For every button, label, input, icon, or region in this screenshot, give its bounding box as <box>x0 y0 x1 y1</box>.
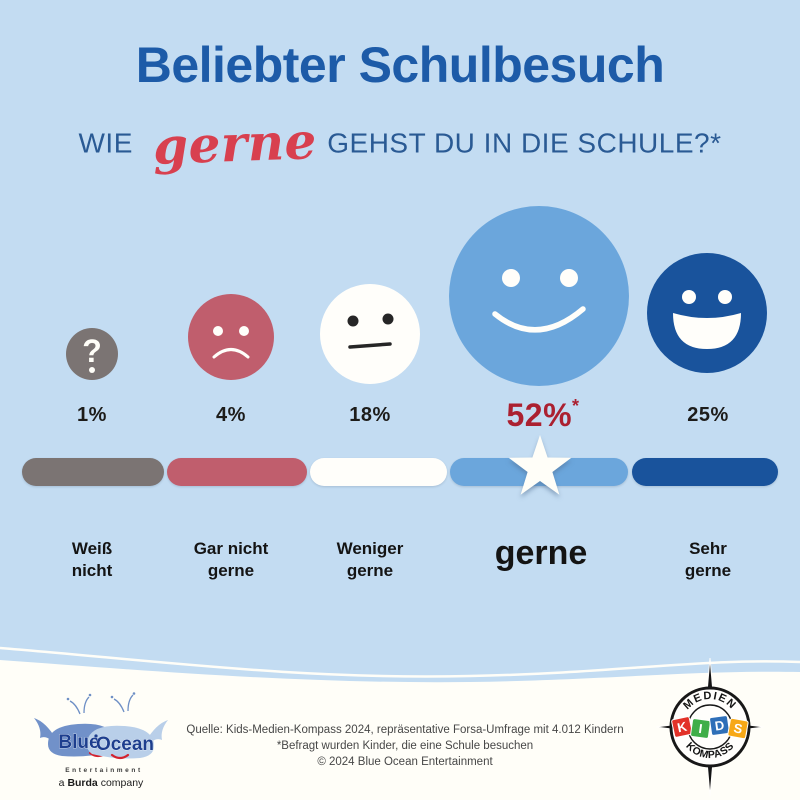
label-gerne-highlight: gerne <box>494 534 588 572</box>
bar-segment-gar-nicht-gerne <box>167 458 307 486</box>
kids-medien-kompass-logo: MEDIEN KOMPASS K I D <box>640 654 780 800</box>
whale-spout-right-icon <box>110 692 136 713</box>
kids-tile-k <box>671 716 693 738</box>
bar-segment-weiss-nicht <box>22 458 164 486</box>
label-weniger-gerne: Weniger gerne <box>300 538 440 582</box>
label-line: nicht <box>71 561 113 580</box>
burda-company-line: a Burda company <box>59 777 144 789</box>
burda-pre: a <box>59 777 68 789</box>
source-line-1: Quelle: Kids-Medien-Kompass 2024, repräs… <box>186 724 624 736</box>
label-line: Gar nicht <box>193 539 269 558</box>
bar-segment-weniger-gerne <box>310 458 447 486</box>
kids-letter-k: K <box>676 719 689 736</box>
label-gar-nicht-gerne: Gar nicht gerne <box>161 538 301 582</box>
label-sehr-gerne: Sehr gerne <box>638 538 778 582</box>
blue-ocean-logo: Blue Ocean Entertainment a Burda company <box>26 692 176 797</box>
neutral-face-icon <box>320 284 420 389</box>
kids-letter-tiles: K I D S <box>671 715 749 740</box>
burda-post: company <box>98 777 144 789</box>
percent-gerne-asterisk: * <box>572 396 580 416</box>
page-title: Beliebter Schulbesuch <box>135 37 665 93</box>
bar-segment-sehr-gerne <box>632 458 778 486</box>
source-line-3: © 2024 Blue Ocean Entertainment <box>317 756 493 768</box>
svg-text:KOMPASS: KOMPASS <box>683 740 736 761</box>
percent-sehr-gerne: 25% <box>687 404 729 426</box>
percent-weniger-gerne: 18% <box>349 404 391 426</box>
percent-gar-nicht-gerne: 4% <box>216 404 246 426</box>
source-line-2: *Befragt wurden Kinder, die eine Schule … <box>276 740 534 752</box>
label-line: Sehr <box>689 539 727 558</box>
label-line: Weniger <box>336 539 404 558</box>
subtitle: WIE gerne GEHST DU IN DIE SCHULE?* <box>0 104 800 176</box>
label-line: Weiß <box>71 539 113 558</box>
burda-bold: Burda <box>67 777 97 789</box>
label-weiss-nicht: Weiß nicht <box>22 538 162 582</box>
question-glyph: ? <box>82 333 102 369</box>
kompass-bottom-text: KOMPASS <box>683 740 736 761</box>
percent-gerne-value: 52% <box>506 397 573 433</box>
kids-tile-s <box>727 717 749 740</box>
percent-gerne-highlight: 52%* <box>483 396 603 434</box>
question-mark-face-icon: ? <box>66 328 118 385</box>
blue-ocean-word2: Ocean <box>96 734 154 755</box>
percent-weiss-nicht: 1% <box>77 404 107 426</box>
whale-right-icon <box>86 720 168 760</box>
smiling-face-icon <box>449 206 629 391</box>
star-marker-icon <box>505 432 575 509</box>
kids-letter-s: S <box>732 720 743 736</box>
kids-tile-i <box>690 718 711 739</box>
kids-letter-i: I <box>698 721 704 736</box>
subtitle-highlight-gerne: gerne <box>152 111 318 176</box>
kids-tile-d <box>709 715 730 736</box>
label-line: gerne <box>684 561 732 580</box>
label-line: gerne <box>346 561 394 580</box>
subtitle-pre: WIE <box>78 127 133 159</box>
blue-ocean-entertainment: Entertainment <box>65 767 143 774</box>
kids-letter-d: D <box>714 717 725 733</box>
subtitle-post: GEHST DU IN DIE SCHULE?* <box>327 127 722 159</box>
blue-ocean-word1: Blue <box>58 732 99 753</box>
wave-divider <box>0 640 800 800</box>
source-note: Quelle: Kids-Medien-Kompass 2024, repräs… <box>175 722 635 770</box>
sad-face-icon <box>188 294 274 385</box>
label-line: gerne <box>207 561 255 580</box>
whale-spout-left-icon <box>66 693 92 715</box>
grinning-face-icon <box>647 253 767 378</box>
